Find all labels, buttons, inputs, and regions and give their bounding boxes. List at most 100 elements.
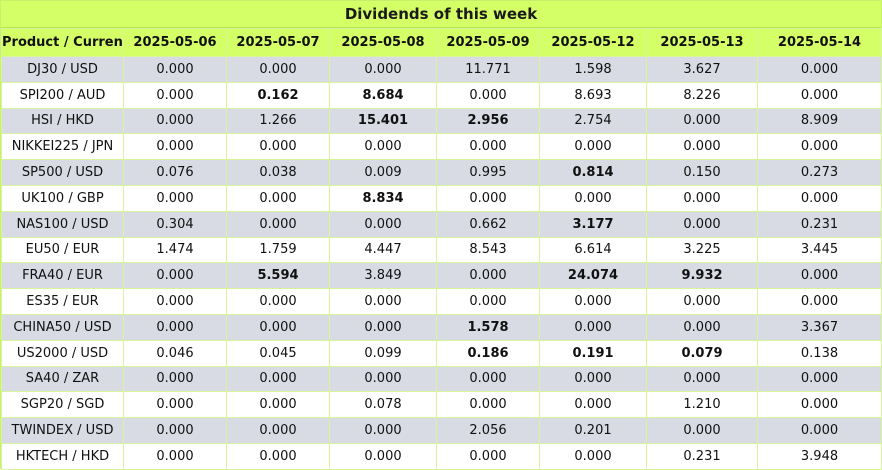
dividend-cell: 4.447 bbox=[329, 236, 437, 264]
dividend-cell: 3.627 bbox=[646, 56, 758, 83]
table-row: FRA40 / EUR 0.000 5.594 3.849 0.000 24.074 9.9… bbox=[1, 262, 882, 290]
dividend-cell: 0.000 bbox=[123, 262, 227, 290]
dividend-cell: 0.000 bbox=[539, 442, 647, 470]
dividend-cell: 3.948 bbox=[757, 442, 882, 470]
dividend-cell: 0.000 bbox=[436, 391, 540, 419]
dividend-cell: 8.684 bbox=[329, 81, 437, 109]
column-header-date: 2025-05-13 bbox=[646, 28, 758, 57]
dividend-cell: 0.000 bbox=[123, 313, 227, 341]
dividend-cell: 0.009 bbox=[329, 159, 437, 186]
dividend-cell: 11.771 bbox=[436, 56, 540, 83]
product-cell: ES35 / EUR bbox=[1, 288, 124, 315]
dividend-cell: 15.401 bbox=[329, 107, 437, 135]
dividend-cell: 0.000 bbox=[757, 365, 882, 393]
product-cell: NAS100 / USD bbox=[1, 210, 124, 238]
dividend-cell: 0.662 bbox=[436, 210, 540, 238]
dividend-cell: 3.177 bbox=[539, 210, 647, 238]
column-header-date: 2025-05-08 bbox=[329, 28, 437, 57]
dividend-cell: 0.000 bbox=[757, 133, 882, 161]
dividend-cell: 0.000 bbox=[226, 442, 330, 470]
dividend-cell: 6.614 bbox=[539, 236, 647, 264]
product-cell: SPI200 / AUD bbox=[1, 81, 124, 109]
dividend-cell: 0.000 bbox=[226, 133, 330, 161]
product-cell: US2000 / USD bbox=[1, 339, 124, 367]
dividend-cell: 0.138 bbox=[757, 339, 882, 367]
table-row: EU50 / EUR 1.474 1.759 4.447 8.543 6.614 3.225… bbox=[1, 236, 882, 264]
product-cell: CHINA50 / USD bbox=[1, 313, 124, 341]
dividend-cell: 0.000 bbox=[436, 81, 540, 109]
table-body: DJ30 / USD 0.000 0.000 0.000 11.771 1.598 3.62… bbox=[1, 56, 882, 470]
product-cell: HKTECH / HKD bbox=[1, 442, 124, 470]
dividend-cell: 0.000 bbox=[123, 184, 227, 212]
product-cell: SGP20 / SGD bbox=[1, 391, 124, 419]
dividend-cell: 9.932 bbox=[646, 262, 758, 290]
dividend-cell: 0.078 bbox=[329, 391, 437, 419]
dividend-cell: 0.000 bbox=[436, 288, 540, 315]
dividend-cell: 0.304 bbox=[123, 210, 227, 238]
dividend-cell: 0.046 bbox=[123, 339, 227, 367]
table-row: HSI / HKD 0.000 1.266 15.401 2.956 2.754 0.000… bbox=[1, 107, 882, 135]
dividend-cell: 0.162 bbox=[226, 81, 330, 109]
dividend-cell: 0.045 bbox=[226, 339, 330, 367]
dividend-cell: 1.578 bbox=[436, 313, 540, 341]
dividend-cell: 0.000 bbox=[329, 56, 437, 83]
dividend-cell: 0.000 bbox=[646, 184, 758, 212]
dividend-cell: 0.000 bbox=[123, 365, 227, 393]
column-header-date: 2025-05-12 bbox=[539, 28, 647, 57]
table-row: SGP20 / SGD 0.000 0.000 0.078 0.000 0.000 1.21… bbox=[1, 391, 882, 419]
dividend-cell: 8.693 bbox=[539, 81, 647, 109]
dividend-cell: 0.000 bbox=[646, 133, 758, 161]
table-row: CHINA50 / USD 0.000 0.000 0.000 1.578 0.000 0.… bbox=[1, 313, 882, 341]
dividend-cell: 1.474 bbox=[123, 236, 227, 264]
dividend-cell: 0.000 bbox=[123, 81, 227, 109]
dividend-cell: 0.000 bbox=[646, 417, 758, 444]
dividend-cell: 24.074 bbox=[539, 262, 647, 290]
dividend-cell: 0.000 bbox=[123, 442, 227, 470]
dividend-cell: 0.000 bbox=[329, 365, 437, 393]
dividend-cell: 1.266 bbox=[226, 107, 330, 135]
dividend-cell: 0.000 bbox=[436, 365, 540, 393]
dividend-cell: 0.000 bbox=[226, 391, 330, 419]
dividend-cell: 0.000 bbox=[226, 417, 330, 444]
product-cell: SP500 / USD bbox=[1, 159, 124, 186]
dividend-cell: 0.000 bbox=[123, 391, 227, 419]
dividend-cell: 0.000 bbox=[757, 56, 882, 83]
table-row: ES35 / EUR 0.000 0.000 0.000 0.000 0.000 0.000… bbox=[1, 288, 882, 315]
table-row: NIKKEI225 / JPN 0.000 0.000 0.000 0.000 0.000… bbox=[1, 133, 882, 161]
product-cell: NIKKEI225 / JPN bbox=[1, 133, 124, 161]
table-row: US2000 / USD 0.046 0.045 0.099 0.186 0.191 0.0… bbox=[1, 339, 882, 367]
dividend-cell: 0.000 bbox=[329, 133, 437, 161]
dividend-cell: 2.056 bbox=[436, 417, 540, 444]
dividend-cell: 0.000 bbox=[123, 288, 227, 315]
dividend-cell: 0.000 bbox=[329, 417, 437, 444]
table-title: Dividends of this week bbox=[1, 1, 881, 28]
dividend-cell: 0.038 bbox=[226, 159, 330, 186]
dividend-cell: 0.000 bbox=[757, 262, 882, 290]
dividend-cell: 0.000 bbox=[436, 184, 540, 212]
dividend-cell: 0.000 bbox=[539, 365, 647, 393]
dividend-cell: 0.000 bbox=[757, 288, 882, 315]
dividend-cell: 0.000 bbox=[757, 184, 882, 212]
dividend-cell: 0.995 bbox=[436, 159, 540, 186]
dividend-cell: 2.754 bbox=[539, 107, 647, 135]
dividend-cell: 8.226 bbox=[646, 81, 758, 109]
dividend-cell: 0.000 bbox=[226, 210, 330, 238]
dividend-cell: 3.367 bbox=[757, 313, 882, 341]
dividend-cell: 0.000 bbox=[436, 133, 540, 161]
dividend-cell: 0.000 bbox=[757, 391, 882, 419]
dividend-cell: 0.000 bbox=[226, 184, 330, 212]
product-cell: UK100 / GBP bbox=[1, 184, 124, 212]
dividend-cell: 1.210 bbox=[646, 391, 758, 419]
header-row: Product / Currency 2025-05-06 2025-05-07… bbox=[1, 28, 882, 57]
dividend-cell: 0.814 bbox=[539, 159, 647, 186]
product-cell: SA40 / ZAR bbox=[1, 365, 124, 393]
column-header-date: 2025-05-06 bbox=[123, 28, 227, 57]
column-header-date: 2025-05-09 bbox=[436, 28, 540, 57]
dividend-cell: 0.000 bbox=[329, 210, 437, 238]
dividend-cell: 0.076 bbox=[123, 159, 227, 186]
dividend-cell: 0.000 bbox=[123, 56, 227, 83]
dividend-cell: 0.000 bbox=[646, 313, 758, 341]
product-cell: EU50 / EUR bbox=[1, 236, 124, 264]
dividend-cell: 0.000 bbox=[436, 262, 540, 290]
